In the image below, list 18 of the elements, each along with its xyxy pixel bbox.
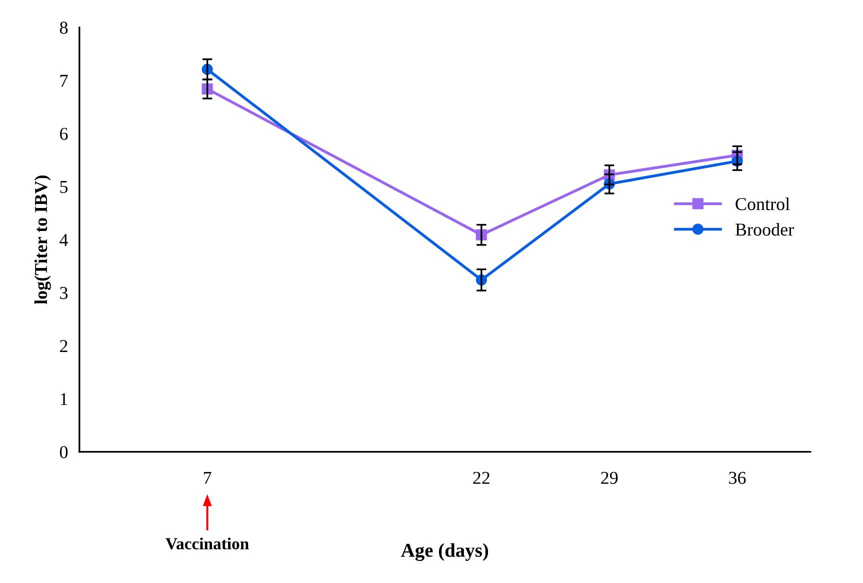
y-axis-title: log(Titer to IBV) [34, 176, 51, 304]
legend-label: Brooder [735, 223, 794, 236]
y-tick-label: 7 [60, 74, 68, 87]
x-axis-title: Age (days) [401, 543, 488, 561]
legend-label: Control [736, 198, 790, 210]
y-tick-label: 4 [60, 234, 68, 246]
y-tick-label: 6 [60, 128, 68, 140]
y-tick-label: 3 [60, 286, 68, 300]
x-tick-label: 36 [729, 472, 746, 484]
y-tick-label: 1 [60, 393, 68, 406]
y-tick-label: 2 [60, 340, 68, 352]
y-tick-label: 5 [60, 181, 68, 193]
x-tick-label: 29 [601, 472, 618, 484]
x-tick-label: 22 [473, 472, 490, 484]
y-tick-label: 8 [60, 22, 68, 34]
y-tick-label: 0 [60, 446, 68, 458]
x-tick-label: 7 [204, 472, 212, 484]
text: Vaccination [166, 538, 249, 550]
